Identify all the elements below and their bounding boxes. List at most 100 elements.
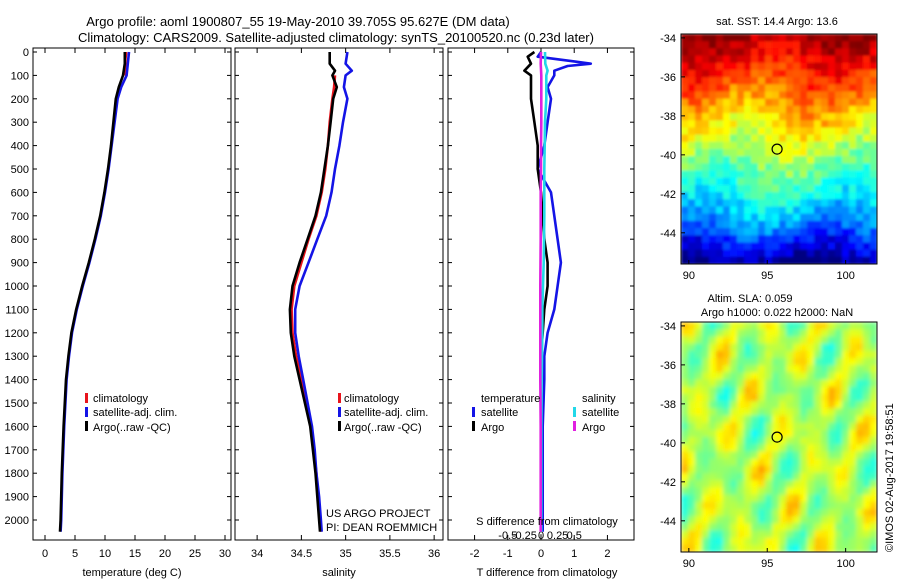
- heatmap-cell: [765, 62, 773, 71]
- heatmap-cell: [744, 544, 752, 552]
- heatmap-cell: [730, 91, 738, 100]
- heatmap-cell: [751, 451, 759, 460]
- heatmap-cell: [695, 386, 703, 395]
- heatmap-cell: [702, 544, 710, 552]
- heatmap-cell: [807, 379, 815, 388]
- heatmap-cell: [835, 336, 843, 345]
- heatmap-cell: [835, 235, 843, 244]
- heatmap-cell: [681, 84, 689, 93]
- heatmap-cell: [807, 170, 815, 179]
- heatmap-cell: [737, 256, 745, 264]
- heatmap-cell: [842, 537, 850, 546]
- heatmap-cell: [716, 365, 724, 373]
- heatmap-cell: [688, 69, 696, 78]
- heatmap-cell: [716, 401, 724, 409]
- heatmap-cell: [835, 249, 843, 258]
- heatmap-cell: [737, 55, 745, 64]
- heatmap-cell: [842, 437, 850, 445]
- heatmap-cell: [772, 192, 780, 200]
- heatmap-cell: [688, 322, 696, 330]
- heatmap-cell: [814, 329, 822, 337]
- heatmap-cell: [688, 84, 696, 93]
- heatmap-cell: [800, 156, 808, 164]
- heatmap-cell: [751, 494, 759, 503]
- heatmap-cell: [772, 365, 780, 373]
- heatmap-cell: [681, 213, 689, 222]
- heatmap-cell: [821, 508, 829, 517]
- heatmap-cell: [723, 516, 731, 524]
- heatmap-cell: [765, 451, 773, 460]
- heatmap-cell: [793, 516, 801, 524]
- heatmap-cell: [702, 48, 710, 57]
- heatmap-cell: [856, 62, 864, 71]
- heatmap-cell: [744, 149, 752, 157]
- salinity-xlabel: salinity: [322, 567, 356, 579]
- heatmap-cell: [779, 192, 787, 200]
- heatmap-cell: [856, 372, 864, 381]
- heatmap-cell: [828, 84, 836, 93]
- heatmap-cell: [737, 523, 745, 532]
- heatmap-cell: [807, 235, 815, 244]
- heatmap-cell: [702, 379, 710, 388]
- heatmap-cell: [856, 429, 864, 438]
- heatmap-cell: [779, 62, 787, 71]
- heatmap-cell: [702, 242, 710, 251]
- heatmap-cell: [688, 213, 696, 222]
- heatmap-cell: [716, 386, 724, 395]
- heatmap-cell: [695, 465, 703, 474]
- heatmap-cell: [870, 91, 877, 100]
- heatmap-cell: [863, 379, 871, 388]
- temperature-series: [58, 51, 131, 532]
- heatmap-cell: [702, 77, 710, 85]
- heatmap-cell: [849, 55, 857, 64]
- heatmap-cell: [681, 487, 689, 496]
- heatmap-cell: [828, 48, 836, 57]
- heatmap-cell: [842, 177, 850, 186]
- legend-swatch-temp-argo: [472, 421, 475, 431]
- heatmap-cell: [751, 206, 759, 215]
- heatmap-cell: [856, 192, 864, 200]
- heatmap-cell: [709, 127, 717, 136]
- heatmap-cell: [709, 48, 717, 57]
- heatmap-cell: [793, 213, 801, 222]
- heatmap-cell: [744, 472, 752, 481]
- heatmap-cell: [695, 235, 703, 244]
- heatmap-cell: [730, 494, 738, 503]
- heatmap-cell: [751, 357, 759, 366]
- heatmap-cell: [688, 192, 696, 200]
- y-tick-label: 500: [11, 164, 29, 176]
- heatmap-cell: [786, 235, 794, 244]
- heatmap-cell: [702, 170, 710, 179]
- heatmap-cell: [737, 98, 745, 107]
- heatmap-cell: [681, 120, 689, 129]
- map-y-tick-label: -40: [660, 150, 676, 162]
- figure-title-line2: Climatology: CARS2009. Satellite-adjuste…: [78, 30, 594, 45]
- heatmap-cell: [702, 149, 710, 157]
- heatmap-cell: [786, 156, 794, 164]
- heatmap-cell: [723, 530, 731, 539]
- heatmap-cell: [870, 530, 877, 539]
- heatmap-cell: [821, 113, 829, 121]
- heatmap-cell: [695, 343, 703, 352]
- heatmap-cell: [821, 41, 829, 49]
- heatmap-cell: [856, 235, 864, 244]
- heatmap-cell: [849, 163, 857, 172]
- heatmap-cell: [737, 494, 745, 503]
- heatmap-cell: [856, 422, 864, 431]
- heatmap-cell: [758, 120, 766, 129]
- heatmap-cell: [765, 422, 773, 431]
- heatmap-cell: [863, 84, 871, 93]
- x-tick-label: 25: [189, 548, 201, 560]
- heatmap-cell: [856, 386, 864, 395]
- heatmap-cell: [695, 170, 703, 179]
- heatmap-cell: [842, 322, 850, 330]
- heatmap-cell: [681, 156, 689, 164]
- heatmap-cell: [723, 336, 731, 345]
- heatmap-cell: [821, 105, 829, 114]
- heatmap-cell: [835, 220, 843, 229]
- heatmap-cell: [737, 422, 745, 431]
- heatmap-cell: [702, 163, 710, 172]
- heatmap-cell: [702, 228, 710, 236]
- heatmap-cell: [744, 170, 752, 179]
- heatmap-cell: [849, 41, 857, 49]
